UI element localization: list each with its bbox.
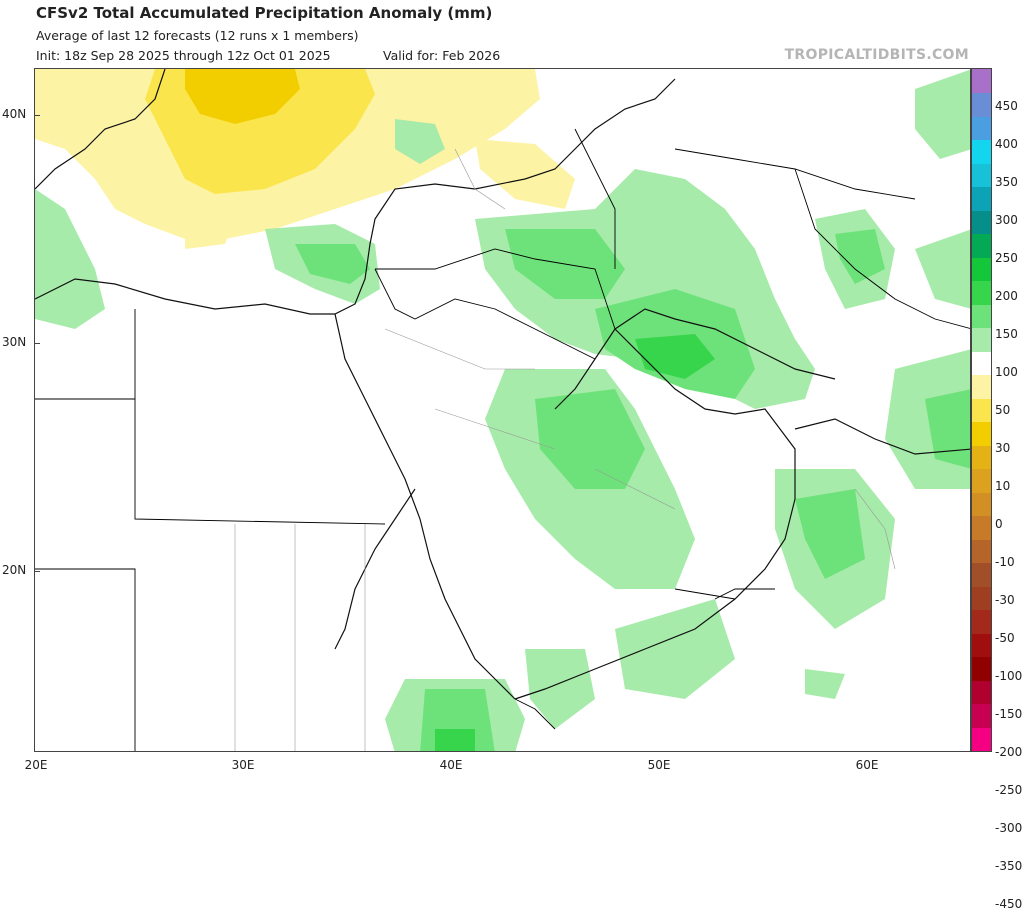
color-scale-cell — [972, 69, 991, 94]
color-scale-cell — [972, 703, 991, 728]
color-scale-cell — [972, 257, 991, 282]
color-scale-cell — [972, 163, 991, 188]
color-scale-tick-label: -50 — [995, 631, 1015, 645]
chart-subtitle: Average of last 12 forecasts (12 runs x … — [36, 28, 359, 43]
color-scale-cell — [972, 116, 991, 141]
lat-label-40n: 40N — [2, 107, 27, 121]
coastlines-borders — [35, 69, 970, 700]
color-scale-bar — [971, 68, 992, 752]
color-scale-cell — [972, 539, 991, 564]
color-scale-tick-label: -200 — [995, 745, 1023, 759]
color-scale-tick-label: 0 — [995, 517, 1003, 531]
color-scale-tick-label: -250 — [995, 783, 1023, 797]
color-scale-tick-label: 50 — [995, 403, 1011, 417]
color-scale-cell — [972, 139, 991, 164]
color-scale-tick-label: 200 — [995, 289, 1018, 303]
color-scale-tick-label: -350 — [995, 859, 1023, 873]
lat-label-30n: 30N — [2, 335, 27, 349]
color-scale-cell — [972, 233, 991, 258]
precip-anomaly-map — [35, 69, 970, 751]
color-scale-cell — [972, 492, 991, 517]
color-scale-tick-label: 300 — [995, 213, 1018, 227]
color-scale-cell — [972, 304, 991, 329]
color-scale-cell — [972, 609, 991, 634]
color-scale-cell — [972, 186, 991, 211]
color-scale-cell — [972, 515, 991, 540]
init-time: Init: 18z Sep 28 2025 through 12z Oct 01… — [36, 48, 331, 63]
chart-title: CFSv2 Total Accumulated Precipitation An… — [36, 4, 493, 22]
lon-label-20e: 20E — [24, 758, 48, 772]
color-scale-tick-label: -450 — [995, 897, 1023, 911]
color-scale-cell — [972, 92, 991, 117]
color-scale-tick-label: 100 — [995, 365, 1018, 379]
color-scale-cell — [972, 210, 991, 235]
color-scale-cell — [972, 680, 991, 705]
color-scale-cell — [972, 633, 991, 658]
lon-label-40e: 40E — [439, 758, 463, 772]
color-scale-tick-label: 350 — [995, 175, 1018, 189]
watermark: TROPICALTIDBITS.COM — [784, 47, 969, 63]
valid-time: Valid for: Feb 2026 — [383, 48, 501, 63]
color-scale-tick-label: 450 — [995, 99, 1018, 113]
lon-label-60e: 60E — [855, 758, 879, 772]
color-scale-tick-label: 250 — [995, 251, 1018, 265]
color-scale-tick-label: -300 — [995, 821, 1023, 835]
color-scale-tick-label: -10 — [995, 555, 1015, 569]
lat-label-20n: 20N — [2, 563, 27, 577]
positive-anomaly-areas — [35, 69, 970, 751]
color-scale-cell — [972, 586, 991, 611]
color-scale-cell — [972, 351, 991, 376]
negative-anomaly-areas — [35, 69, 575, 249]
lon-label-30e: 30E — [231, 758, 255, 772]
map-panel — [34, 68, 971, 752]
lon-label-50e: 50E — [647, 758, 671, 772]
color-scale-cell — [972, 468, 991, 493]
color-scale-cell — [972, 656, 991, 681]
color-scale-cell — [972, 562, 991, 587]
color-scale-cell — [972, 327, 991, 352]
minor-borders — [234, 148, 896, 751]
color-scale-tick-label: 150 — [995, 327, 1018, 341]
color-scale-cell — [972, 421, 991, 446]
color-scale-tick-label: -100 — [995, 669, 1023, 683]
internal-borders — [35, 128, 970, 751]
color-scale-cell — [972, 374, 991, 399]
color-scale-tick-label: 400 — [995, 137, 1018, 151]
color-scale-cell — [972, 727, 991, 752]
color-scale-cell — [972, 398, 991, 423]
color-scale-tick-label: -30 — [995, 593, 1015, 607]
color-scale-tick-label: 30 — [995, 441, 1011, 455]
color-scale-cell — [972, 445, 991, 470]
color-scale-tick-label: -150 — [995, 707, 1023, 721]
color-scale-cell — [972, 280, 991, 305]
color-scale-tick-label: 10 — [995, 479, 1011, 493]
